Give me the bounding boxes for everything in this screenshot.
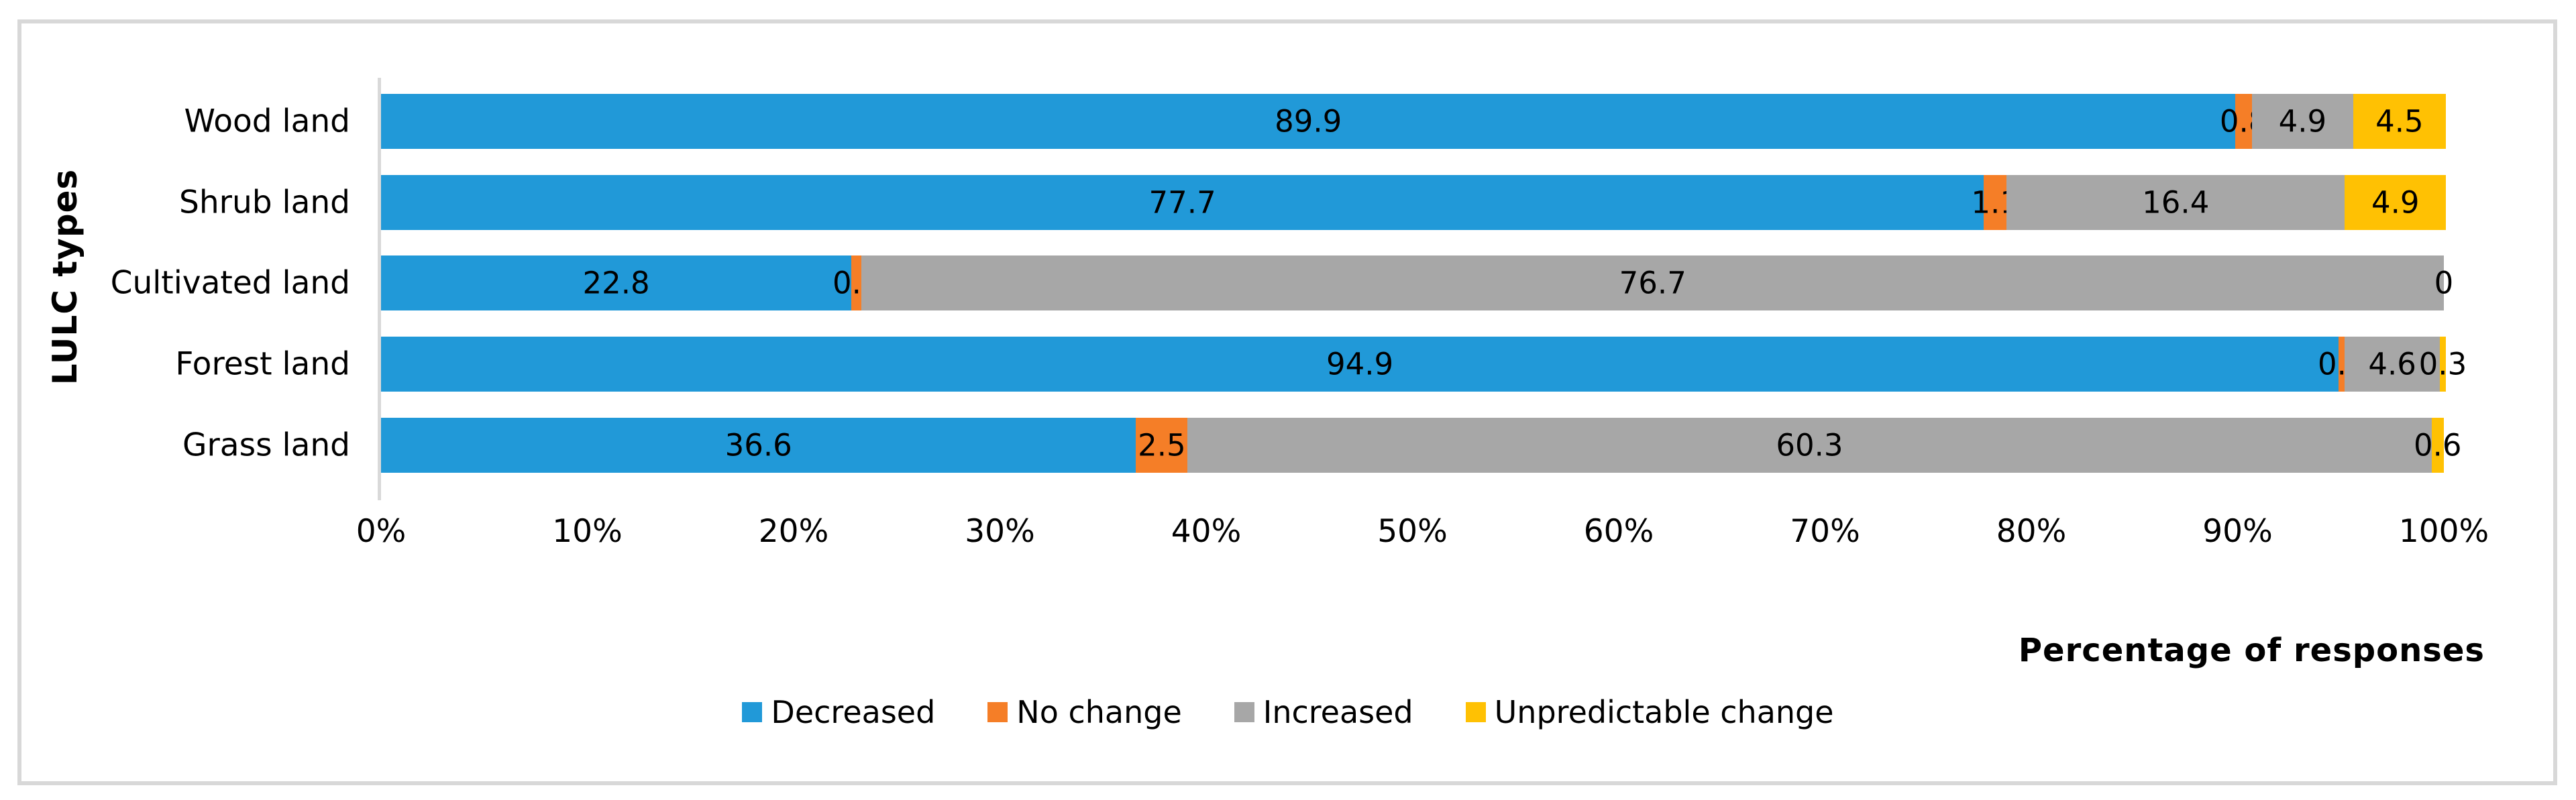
x-tick-label: 10% xyxy=(552,513,623,550)
bar-segment xyxy=(2006,174,2345,230)
bar-segment xyxy=(381,337,2339,392)
plot-area: 89.9 0.8 4.9 4.5 77.7 1.1 16.4 4.9 22.8 0.5 76.7 0 9… xyxy=(378,78,2467,500)
category-label: Shrub land xyxy=(179,184,350,221)
legend-item: Decreased xyxy=(742,697,935,728)
bar-segment xyxy=(1136,417,1188,473)
bar-value-label: 4.5 xyxy=(2375,103,2424,139)
bar-value-label: 60.3 xyxy=(1776,427,1843,463)
category-axis: Wood land Shrub land Cultivated land Forest… xyxy=(0,78,350,500)
bar-value-label: 22.8 xyxy=(582,265,650,301)
bar-segment xyxy=(861,255,2444,311)
bar-segment xyxy=(1187,417,2432,473)
x-axis-ticks: 0% 10% 20% 30% 40% 50% 60% 70% 80% 90% 100% xyxy=(0,516,2576,556)
bar-segment xyxy=(381,417,1136,473)
bar-segment xyxy=(2345,337,2440,392)
bar-segment xyxy=(2431,417,2444,473)
bar-value-label: 76.7 xyxy=(1619,265,1686,301)
bar-segment xyxy=(1984,174,2007,230)
category-label: Forest land xyxy=(175,345,350,383)
legend-swatch xyxy=(1465,702,1486,722)
bar-segment xyxy=(2252,94,2353,149)
legend-swatch xyxy=(742,702,763,722)
bar-row: 94.9 0.3 4.6 0.3 xyxy=(381,337,2467,392)
legend: Decreased No change Increased Unpredictable… xyxy=(0,692,2576,732)
x-axis-title: Percentage of responses xyxy=(2018,632,2485,669)
x-tick-label: 50% xyxy=(1377,513,1448,550)
bar-segment xyxy=(2439,337,2447,392)
bar-value-label: 4.9 xyxy=(2278,103,2327,139)
bar-value-label: 0.6 xyxy=(2413,427,2462,463)
x-tick-label: 60% xyxy=(1583,513,1654,550)
x-tick-label: 30% xyxy=(965,513,1035,550)
bar-segment xyxy=(381,174,1984,230)
bar-segment xyxy=(381,94,2236,149)
x-tick-label: 0% xyxy=(356,513,407,550)
bar-value-label: 16.4 xyxy=(2142,184,2210,221)
legend-item: No change xyxy=(987,694,1182,730)
bar-row: 89.9 0.8 4.9 4.5 xyxy=(381,94,2447,149)
legend-item: Increased xyxy=(1234,697,1413,728)
bar-row: 22.8 0.5 76.7 0 xyxy=(381,255,2453,311)
bar-value-label: 77.7 xyxy=(1148,184,1216,221)
bar-value-label: 0.3 xyxy=(2418,346,2467,382)
legend-item: Unpredictable change xyxy=(1465,694,1834,730)
category-label: Grass land xyxy=(182,426,350,464)
bar-segment xyxy=(2339,337,2345,392)
bar-value-label: 36.6 xyxy=(724,427,792,463)
category-label: Wood land xyxy=(184,103,350,140)
x-tick-label: 80% xyxy=(1996,513,2067,550)
bar-row: 36.6 2.5 60.3 0.6 xyxy=(381,417,2462,473)
legend-label: No change xyxy=(1016,694,1182,730)
x-tick-label: 20% xyxy=(758,513,829,550)
legend-label: Unpredictable change xyxy=(1494,694,1834,730)
x-tick-label: 100% xyxy=(2398,513,2489,550)
bar-segment xyxy=(2353,94,2447,149)
bar-value-label: 89.9 xyxy=(1275,103,1342,139)
legend-swatch xyxy=(987,702,1008,722)
bar-value-label: 0 xyxy=(2434,265,2454,301)
x-tick-label: 40% xyxy=(1171,513,1242,550)
bar-value-label: 2.5 xyxy=(1138,427,1186,463)
bar-segment xyxy=(2345,174,2447,230)
legend-swatch xyxy=(1234,702,1254,722)
bar-segment xyxy=(851,255,862,311)
legend-label: Increased xyxy=(1263,694,1413,730)
bar-value-label: 4.9 xyxy=(2371,184,2420,221)
x-tick-label: 90% xyxy=(2202,513,2273,550)
bar-value-label: 94.9 xyxy=(1326,346,1394,382)
x-tick-label: 70% xyxy=(1790,513,1860,550)
bar-row: 77.7 1.1 16.4 4.9 xyxy=(381,174,2447,230)
bar-segment xyxy=(381,255,852,311)
legend-label: Decreased xyxy=(771,694,936,730)
bar-value-label: 4.6 xyxy=(2368,346,2416,382)
bar-segment xyxy=(2235,94,2253,149)
category-label: Cultivated land xyxy=(110,264,350,302)
